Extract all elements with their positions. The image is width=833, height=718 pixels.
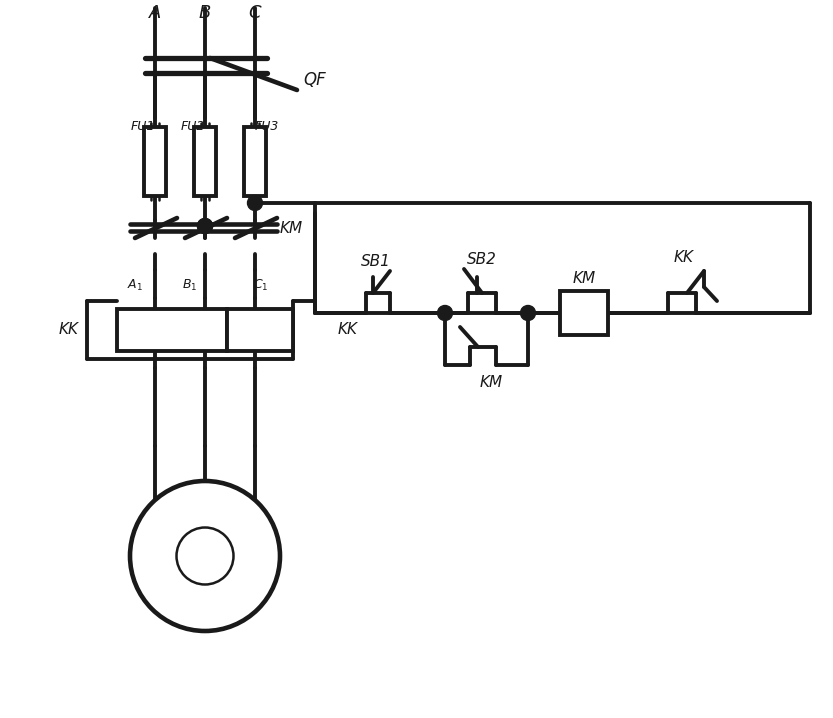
Circle shape — [437, 305, 452, 320]
Circle shape — [521, 305, 536, 320]
Text: $C_1$: $C_1$ — [253, 277, 268, 292]
Text: KM: KM — [480, 375, 502, 390]
Text: QF: QF — [303, 71, 326, 89]
Text: KM: KM — [572, 271, 596, 286]
Bar — [227, 309, 293, 351]
Text: C: C — [249, 4, 262, 22]
Circle shape — [177, 528, 233, 584]
Text: FU1: FU1 — [131, 119, 155, 133]
Circle shape — [197, 218, 212, 233]
Text: $B_1$: $B_1$ — [182, 277, 197, 292]
Text: KK: KK — [674, 249, 694, 264]
Text: KM: KM — [280, 220, 303, 236]
Bar — [194, 127, 216, 196]
Bar — [244, 127, 266, 196]
Text: FU2: FU2 — [181, 119, 205, 133]
Text: SB2: SB2 — [467, 251, 497, 266]
Text: SB1: SB1 — [361, 253, 391, 269]
Circle shape — [130, 481, 280, 631]
Text: A: A — [149, 4, 162, 22]
Bar — [560, 291, 608, 335]
Text: B: B — [199, 4, 212, 22]
Text: $A_1$: $A_1$ — [127, 277, 143, 292]
Bar — [144, 127, 166, 196]
Text: KK: KK — [59, 322, 79, 337]
Bar — [117, 309, 227, 351]
Text: FU3: FU3 — [255, 119, 279, 133]
Text: KK: KK — [338, 322, 358, 337]
Circle shape — [247, 195, 262, 210]
Circle shape — [197, 218, 212, 233]
Text: M: M — [195, 544, 215, 568]
